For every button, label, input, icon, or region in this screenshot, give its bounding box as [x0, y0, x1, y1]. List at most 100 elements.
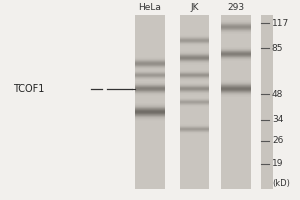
Bar: [135, 112, 165, 113]
Bar: [221, 92, 251, 93]
Bar: [221, 25, 251, 26]
Bar: [221, 94, 251, 95]
Bar: [135, 91, 165, 92]
Bar: [180, 55, 209, 56]
Bar: [180, 56, 209, 57]
Bar: [180, 63, 209, 64]
Bar: [135, 84, 165, 85]
Bar: [180, 64, 209, 65]
Bar: [180, 58, 209, 59]
Bar: [221, 60, 251, 61]
Bar: [135, 87, 165, 88]
Bar: [221, 81, 251, 82]
Bar: [135, 83, 165, 84]
Bar: [135, 92, 165, 93]
Bar: [221, 83, 251, 84]
Bar: [135, 117, 165, 118]
Bar: [221, 89, 251, 90]
Bar: [135, 113, 165, 114]
Bar: [135, 106, 165, 107]
Bar: [135, 63, 165, 64]
Bar: [180, 52, 209, 53]
Bar: [135, 93, 165, 94]
Bar: [135, 15, 165, 189]
Bar: [221, 58, 251, 59]
Text: HeLa: HeLa: [139, 3, 161, 12]
Bar: [180, 54, 209, 55]
Text: 117: 117: [272, 19, 289, 28]
Text: JK: JK: [190, 3, 199, 12]
Bar: [221, 80, 251, 81]
Bar: [135, 110, 165, 111]
Bar: [135, 82, 165, 83]
Bar: [135, 94, 165, 95]
Text: 293: 293: [228, 3, 245, 12]
Bar: [180, 57, 209, 58]
Bar: [221, 30, 251, 31]
Bar: [221, 53, 251, 54]
Bar: [135, 67, 165, 68]
Bar: [221, 27, 251, 28]
Bar: [221, 85, 251, 86]
Bar: [262, 15, 273, 189]
Bar: [135, 86, 165, 87]
Bar: [221, 49, 251, 50]
Bar: [135, 107, 165, 108]
Text: 85: 85: [272, 44, 284, 53]
Bar: [221, 82, 251, 83]
Bar: [135, 104, 165, 105]
Bar: [221, 24, 251, 25]
Bar: [221, 20, 251, 21]
Bar: [221, 90, 251, 91]
Bar: [221, 93, 251, 94]
Bar: [135, 109, 165, 110]
Bar: [221, 95, 251, 96]
Bar: [135, 68, 165, 69]
Bar: [221, 48, 251, 49]
Bar: [135, 119, 165, 120]
Text: TCOF1: TCOF1: [13, 84, 45, 94]
Bar: [221, 47, 251, 48]
Bar: [221, 26, 251, 27]
Bar: [180, 61, 209, 62]
Bar: [221, 32, 251, 33]
Bar: [221, 84, 251, 85]
Bar: [135, 89, 165, 90]
Bar: [135, 65, 165, 66]
Bar: [221, 50, 251, 51]
Bar: [221, 59, 251, 60]
Bar: [221, 28, 251, 29]
Text: 26: 26: [272, 136, 283, 145]
Text: (kD): (kD): [272, 179, 290, 188]
Bar: [221, 29, 251, 30]
Bar: [135, 64, 165, 65]
Bar: [135, 57, 165, 58]
Bar: [135, 118, 165, 119]
Bar: [221, 52, 251, 53]
Text: 19: 19: [272, 159, 284, 168]
Bar: [135, 61, 165, 62]
Text: 34: 34: [272, 115, 283, 124]
Bar: [221, 23, 251, 24]
Bar: [135, 116, 165, 117]
Bar: [135, 103, 165, 104]
Bar: [135, 111, 165, 112]
Bar: [221, 15, 251, 189]
Bar: [135, 66, 165, 67]
Bar: [221, 87, 251, 88]
Bar: [221, 88, 251, 89]
Bar: [135, 90, 165, 91]
Bar: [135, 81, 165, 82]
Bar: [135, 69, 165, 70]
Bar: [180, 62, 209, 63]
Bar: [221, 57, 251, 58]
Bar: [135, 59, 165, 60]
Bar: [135, 60, 165, 61]
Bar: [221, 33, 251, 34]
Bar: [135, 95, 165, 96]
Bar: [221, 54, 251, 55]
Bar: [221, 31, 251, 32]
Bar: [135, 58, 165, 59]
Bar: [135, 114, 165, 115]
Bar: [221, 86, 251, 87]
